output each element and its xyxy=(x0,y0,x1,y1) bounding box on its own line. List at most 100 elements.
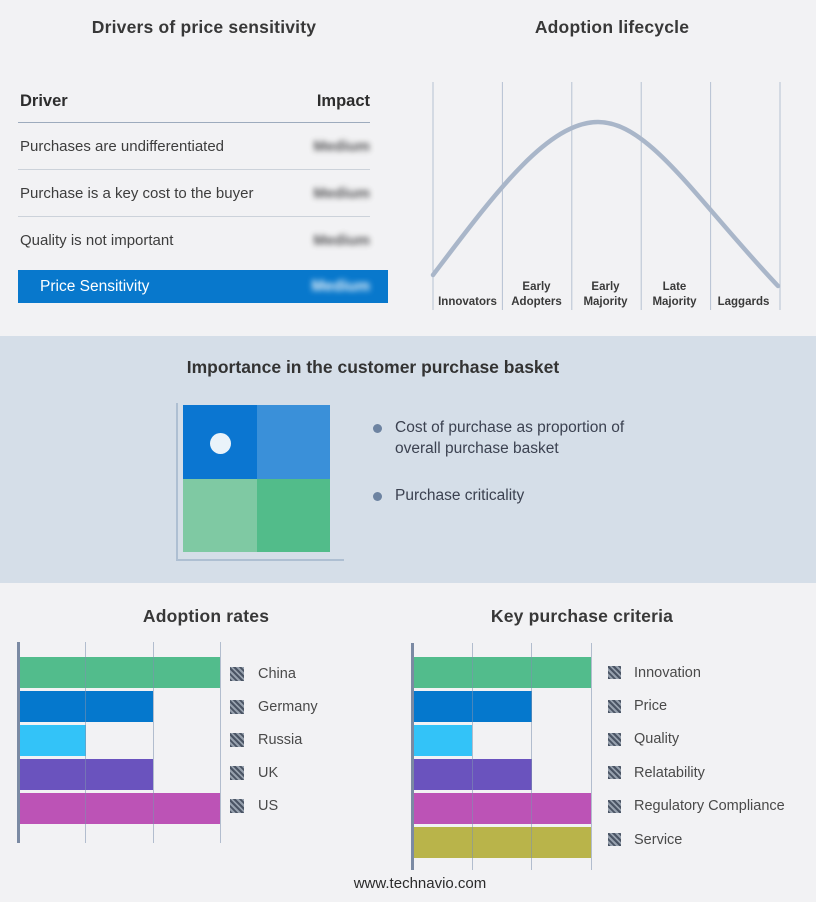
bullet-dot-icon xyxy=(373,491,382,501)
drivers-table-header: Driver Impact xyxy=(18,92,370,123)
legend-label: Quality xyxy=(634,731,680,748)
legend-item: Relatability xyxy=(608,756,785,789)
bar-innovation xyxy=(413,657,591,688)
driver-row: Quality is not important Medium xyxy=(18,217,370,264)
legend-item: US xyxy=(230,789,318,822)
legend-item: Quality xyxy=(608,723,785,756)
legend-swatch-icon xyxy=(608,799,621,813)
legend-label: Russia xyxy=(258,731,303,748)
lifecycle-stage-labels: Innovators Early Adopters Early Majority La… xyxy=(433,268,778,310)
legend-label: Germany xyxy=(258,699,318,716)
bar-service xyxy=(413,827,591,858)
gridline xyxy=(220,642,221,843)
gridline xyxy=(531,643,533,870)
lifecycle-chart-svg xyxy=(430,82,781,310)
price-sensitivity-row: Price Sensitivity Medium xyxy=(18,270,388,303)
legend-item: Russia xyxy=(230,724,318,757)
legend-label: Innovation xyxy=(634,664,701,681)
legend-label: UK xyxy=(258,764,279,781)
footer-url: www.technavio.com xyxy=(353,875,487,892)
legend-item: Regulatory Compliance xyxy=(608,790,785,823)
impact-column-header: Impact xyxy=(316,92,370,110)
legend-item: Price xyxy=(608,689,785,722)
legend-swatch-icon xyxy=(230,765,244,780)
quadrant-marker-dot xyxy=(210,433,231,454)
bars xyxy=(19,642,220,843)
legend-item: China xyxy=(230,658,318,691)
legend-label: Price xyxy=(634,698,668,715)
legend-swatch-icon xyxy=(608,766,621,780)
driver-cell: Purchase is a key cost to the buyer xyxy=(20,184,254,202)
bell-curve xyxy=(430,119,781,289)
impact-cell-blurred: Medium xyxy=(313,232,370,249)
price-sensitivity-label: Price Sensitivity xyxy=(40,277,150,295)
legend-label: Regulatory Compliance xyxy=(634,798,785,815)
driver-column-header: Driver xyxy=(20,92,68,110)
drivers-table-body: Purchases are undifferentiated Medium Pu… xyxy=(18,123,370,264)
adoption-rates-chart xyxy=(17,642,221,843)
lifecycle-stage-label: Late Majority xyxy=(652,281,697,309)
adoption-rates-legend: China Germany Russia UK US xyxy=(230,658,318,822)
basket-bullet-item: Cost of purchase as proportion of overal… xyxy=(373,417,647,460)
y-axis-line xyxy=(411,643,414,870)
quadrant-cell-bottom-right xyxy=(256,478,330,552)
legend-label: US xyxy=(258,797,279,814)
legend-swatch-icon xyxy=(608,666,621,680)
driver-row: Purchase is a key cost to the buyer Medi… xyxy=(18,170,370,217)
lifecycle-stage-label: Innovators xyxy=(438,296,497,309)
purchase-basket-title: Importance in the customer purchase bask… xyxy=(186,357,560,377)
bar-quality xyxy=(413,725,473,756)
purchase-basket-quadrant xyxy=(183,405,330,552)
bullet-dot-icon xyxy=(373,424,382,433)
legend-swatch-icon xyxy=(230,667,244,682)
lifecycle-stage-label: Early Majority xyxy=(583,281,628,309)
legend-swatch-icon xyxy=(230,798,244,813)
driver-row: Purchases are undifferentiated Medium xyxy=(18,123,370,170)
adoption-rates-title: Adoption rates xyxy=(142,606,270,626)
bar-us xyxy=(19,793,220,824)
legend-label: Relatability xyxy=(634,764,705,781)
bars xyxy=(413,643,591,870)
legend-swatch-icon xyxy=(608,699,621,713)
quadrant-cell-top-right xyxy=(256,405,330,479)
key-purchase-criteria-chart xyxy=(411,643,592,870)
driver-cell: Purchases are undifferentiated xyxy=(20,137,225,155)
gridline xyxy=(471,643,473,870)
key-purchase-criteria-legend: Innovation Price Quality Relatability Regula… xyxy=(608,656,785,856)
purchase-basket-section: Importance in the customer purchase bask… xyxy=(0,336,816,583)
lifecycle-panel-title: Adoption lifecycle xyxy=(534,17,690,37)
basket-bullet-item: Purchase criticality xyxy=(373,485,647,506)
lifecycle-stage-label: Laggards xyxy=(717,296,770,309)
gridline xyxy=(152,642,154,843)
drivers-table: Driver Impact Purchases are undifferenti… xyxy=(18,92,370,264)
legend-swatch-icon xyxy=(230,700,244,715)
legend-item: Service xyxy=(608,823,785,856)
basket-bullet-list: Cost of purchase as proportion of overal… xyxy=(373,417,647,531)
legend-label: China xyxy=(258,666,296,683)
legend-item: Innovation xyxy=(608,656,785,689)
impact-cell-blurred: Medium xyxy=(313,137,370,155)
key-purchase-criteria-title: Key purchase criteria xyxy=(490,606,674,626)
legend-item: Germany xyxy=(230,691,318,724)
legend-swatch-icon xyxy=(608,732,621,746)
impact-cell-blurred: Medium xyxy=(313,184,370,202)
y-axis-line xyxy=(17,642,20,843)
drivers-panel-title: Drivers of price sensitivity xyxy=(91,17,317,37)
bullet-text: Purchase criticality xyxy=(395,486,525,504)
legend-label: Service xyxy=(634,831,683,848)
driver-cell: Quality is not important xyxy=(20,232,174,249)
price-sensitivity-impact-blurred: Medium xyxy=(311,277,370,295)
gridline xyxy=(591,643,592,870)
adoption-lifecycle-chart xyxy=(425,78,785,314)
bar-china xyxy=(19,657,220,688)
legend-swatch-icon xyxy=(608,833,621,847)
quadrant-cell-bottom-left xyxy=(183,478,257,552)
quadrant-axis xyxy=(176,403,344,561)
bar-russia xyxy=(19,725,86,756)
legend-swatch-icon xyxy=(230,732,244,747)
bullet-text: Cost of purchase as proportion of overal… xyxy=(395,419,625,458)
bar-regulatory-compliance xyxy=(413,793,591,824)
gridline xyxy=(85,642,87,843)
legend-item: UK xyxy=(230,756,318,789)
